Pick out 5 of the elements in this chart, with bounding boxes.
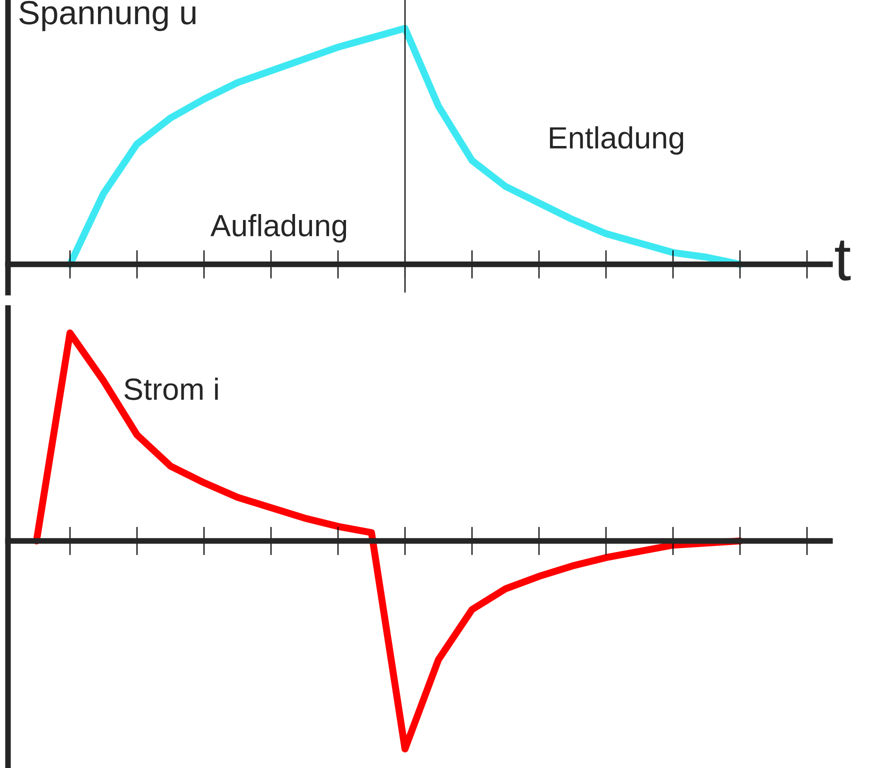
annotation: Entladung — [550, 126, 684, 155]
y-axis-title: Strom i — [124, 378, 218, 400]
x-axis-title: t — [835, 240, 851, 281]
y-axis-title: Spannung u — [19, 0, 196, 32]
annotation: Aufladung — [210, 214, 346, 242]
